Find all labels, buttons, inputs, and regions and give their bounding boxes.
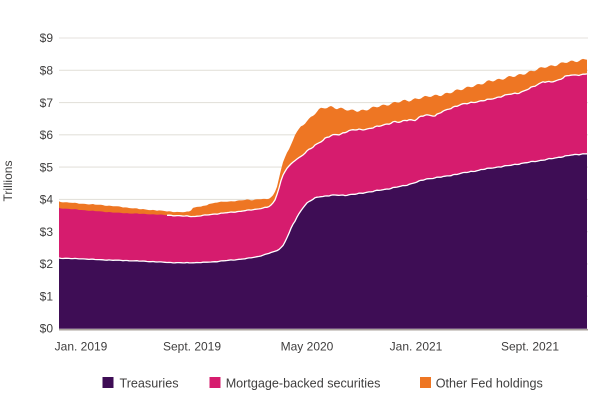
svg-text:Treasuries: Treasuries <box>120 377 179 391</box>
svg-text:$7: $7 <box>40 96 54 110</box>
svg-text:$8: $8 <box>40 64 54 78</box>
svg-text:May 2020: May 2020 <box>281 340 334 354</box>
svg-text:Jan. 2019: Jan. 2019 <box>55 340 108 354</box>
svg-text:Other Fed holdings: Other Fed holdings <box>436 377 543 391</box>
svg-text:$1: $1 <box>40 289 54 303</box>
svg-text:Sept. 2021: Sept. 2021 <box>501 340 559 354</box>
svg-text:Jan. 2021: Jan. 2021 <box>390 340 443 354</box>
svg-text:$9: $9 <box>40 31 54 45</box>
svg-text:Sept. 2019: Sept. 2019 <box>163 340 221 354</box>
svg-text:Trillions: Trillions <box>1 161 15 202</box>
svg-text:$6: $6 <box>40 128 54 142</box>
svg-text:$4: $4 <box>40 193 54 207</box>
svg-text:$5: $5 <box>40 160 54 174</box>
svg-text:$0: $0 <box>40 322 54 336</box>
svg-text:Mortgage-backed securities: Mortgage-backed securities <box>226 377 381 391</box>
svg-text:$3: $3 <box>40 225 54 239</box>
svg-text:$2: $2 <box>40 257 54 271</box>
